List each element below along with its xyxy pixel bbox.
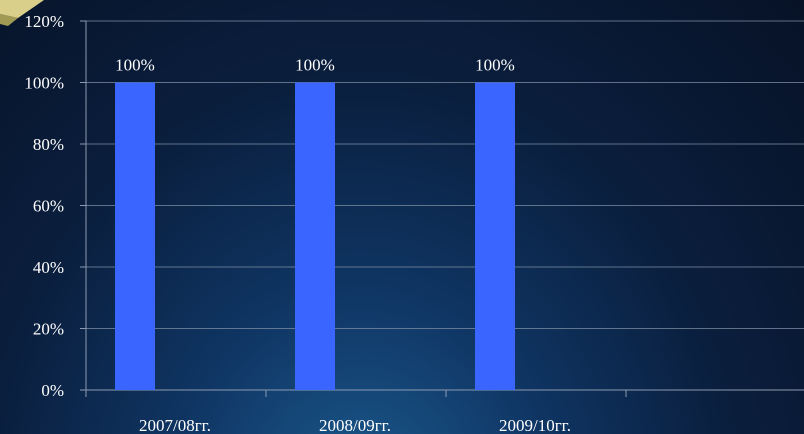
x-category-label: 2009/10гг. [499,416,571,434]
bar [295,82,335,390]
y-tick-label: 20% [33,320,64,339]
x-axis-category-labels: 2007/08гг. 2008/09гг. 2009/10гг. [139,416,571,434]
y-tick-label: 100% [24,74,64,93]
data-label: 100% [295,56,335,75]
x-category-label: 2007/08гг. [139,416,211,434]
y-tick-label: 80% [33,135,64,154]
bar [475,82,515,390]
data-label: 100% [115,56,155,75]
y-tick-label: 40% [33,258,64,277]
y-tick-label: 0% [41,381,64,400]
bars [115,82,515,390]
axes [80,20,804,397]
y-tick-label: 60% [33,197,64,216]
corner-ornament-icon [0,0,44,26]
gridlines [86,20,804,329]
y-tick-label: 120% [24,12,64,31]
x-category-label: 2008/09гг. [319,416,391,434]
data-label: 100% [475,56,515,75]
bar [115,82,155,390]
data-labels: 100% 100% 100% [115,56,515,75]
y-axis-tick-labels: 0% 20% 40% 60% 80% 100% 120% [24,12,64,400]
